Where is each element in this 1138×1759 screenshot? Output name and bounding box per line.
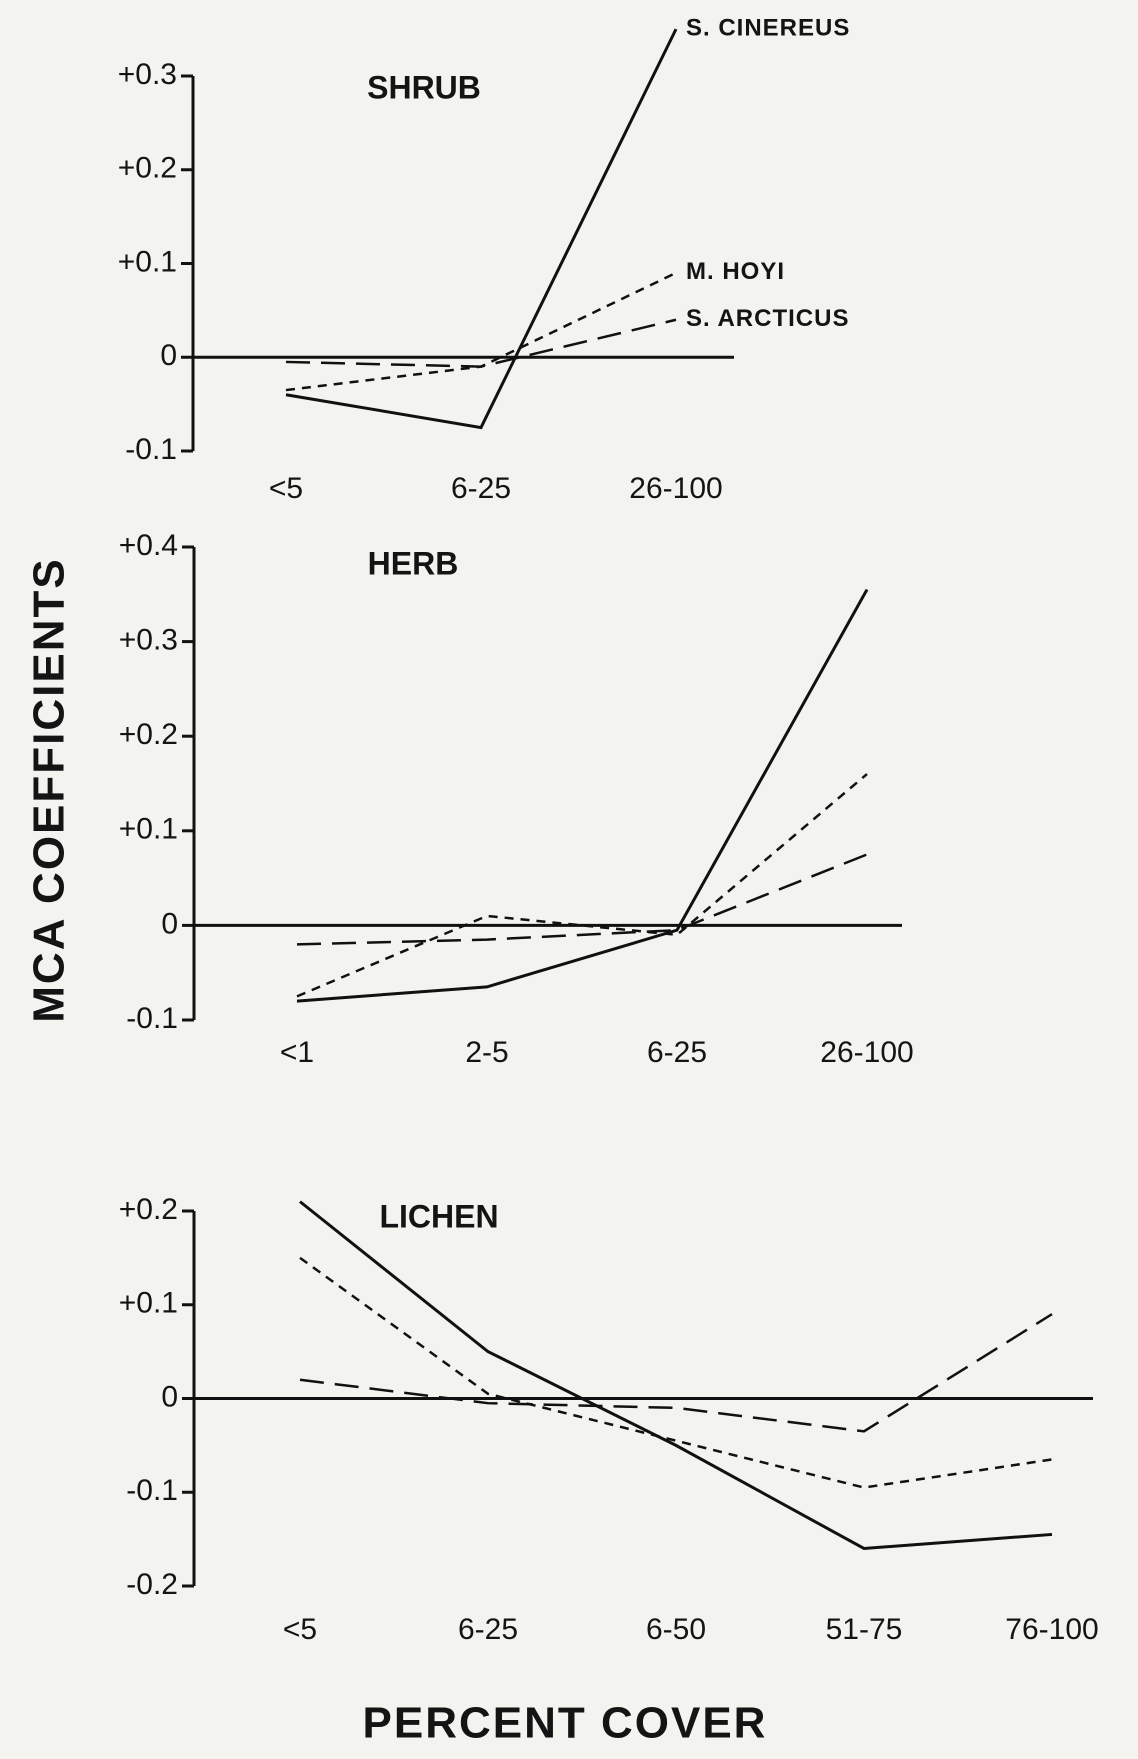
- x-tick-label: 26-100: [629, 472, 722, 505]
- y-tick-label: +0.1: [119, 1287, 178, 1320]
- x-axis-label: PERCENT COVER: [363, 1699, 768, 1748]
- series-line: [285, 318, 677, 368]
- x-tick-label: <5: [283, 1613, 317, 1646]
- series-line: [285, 28, 678, 430]
- x-tick-label: 26-100: [820, 1036, 913, 1069]
- series-label: M. HOYI: [686, 258, 785, 285]
- x-tick-label: 51-75: [826, 1613, 903, 1646]
- series-line: [299, 1200, 1053, 1551]
- x-tick-label: 6-25: [451, 472, 511, 505]
- series-line: [296, 853, 868, 946]
- series-line: [299, 1313, 1053, 1433]
- y-tick-label: +0.3: [118, 58, 177, 91]
- y-tick-label: +0.1: [119, 813, 178, 846]
- y-tick-label: -0.1: [126, 1002, 178, 1035]
- x-tick-label: 2-5: [465, 1036, 508, 1069]
- chart-title: SHRUB: [367, 69, 481, 105]
- y-tick-label: +0.4: [119, 529, 178, 562]
- y-tick-label: -0.2: [126, 1568, 178, 1601]
- y-tick-label: -0.1: [126, 1474, 178, 1507]
- y-tick-label: 0: [161, 907, 178, 940]
- y-tick-label: 0: [160, 339, 177, 372]
- series-line: [296, 773, 868, 998]
- x-tick-label: 6-25: [647, 1036, 707, 1069]
- y-tick-label: 0: [161, 1380, 178, 1413]
- y-tick-label: -0.1: [125, 433, 177, 466]
- series-line: [285, 271, 677, 392]
- y-tick-label: +0.2: [119, 718, 178, 751]
- y-tick-label: +0.3: [119, 624, 178, 657]
- x-tick-label: 76-100: [1005, 1613, 1098, 1646]
- y-tick-label: +0.2: [119, 1193, 178, 1226]
- x-tick-label: 6-25: [458, 1613, 518, 1646]
- series-label: S. ARCTICUS: [686, 305, 849, 332]
- series-label: S. CINEREUS: [686, 14, 850, 41]
- series-line: [296, 588, 869, 1003]
- x-tick-label: <1: [280, 1036, 314, 1069]
- x-tick-label: 6-50: [646, 1613, 706, 1646]
- chart-title: LICHEN: [379, 1198, 498, 1234]
- x-tick-label: <5: [269, 472, 303, 505]
- y-axis-label: MCA COEFFICIENTS: [25, 557, 74, 1022]
- chart-title: HERB: [368, 545, 459, 581]
- y-tick-label: +0.1: [118, 245, 177, 278]
- y-tick-label: +0.2: [118, 152, 177, 185]
